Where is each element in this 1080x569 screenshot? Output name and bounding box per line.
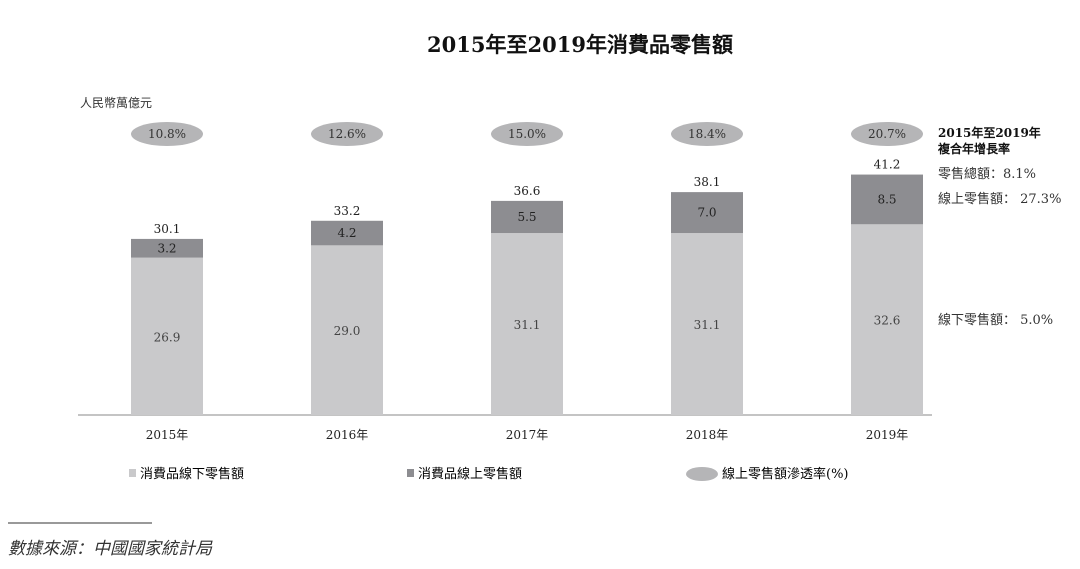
penetration-ellipse bbox=[491, 122, 563, 146]
data-label-offline: 29.0 bbox=[334, 324, 361, 338]
data-label-total: 41.2 bbox=[874, 158, 901, 172]
legend-swatch-penetration bbox=[686, 467, 718, 481]
data-label-offline: 32.6 bbox=[874, 314, 901, 328]
data-label-online: 5.5 bbox=[517, 210, 536, 224]
legend-penetration: 線上零售額滲透率(%) bbox=[722, 466, 849, 482]
y-axis-label: 人民幣萬億元 bbox=[80, 96, 152, 110]
penetration-ellipse bbox=[311, 122, 383, 146]
penetration-label: 18.4% bbox=[688, 127, 726, 141]
bar-offline bbox=[131, 257, 203, 415]
x-tick-label: 2016年 bbox=[326, 428, 369, 442]
penetration-ellipse bbox=[671, 122, 743, 146]
data-label-total: 36.6 bbox=[514, 184, 541, 198]
cagr-title-2: 複合年增長率 bbox=[937, 141, 1010, 156]
data-label-offline: 26.9 bbox=[154, 330, 181, 344]
data-label-online: 4.2 bbox=[337, 226, 356, 240]
penetration-ellipse bbox=[131, 122, 203, 146]
bar-offline bbox=[491, 233, 563, 415]
cagr-title-1: 2015年至2019年 bbox=[938, 125, 1041, 140]
legend-swatch-online bbox=[407, 469, 414, 477]
bar-online bbox=[311, 220, 383, 246]
data-label-online: 3.2 bbox=[157, 241, 176, 255]
bar-offline bbox=[311, 245, 383, 415]
cagr-online: 線上零售額： 27.3% bbox=[938, 191, 1061, 207]
penetration-label: 20.7% bbox=[868, 127, 906, 141]
data-label-offline: 31.1 bbox=[694, 318, 721, 332]
penetration-label: 12.6% bbox=[328, 127, 366, 141]
data-label-total: 38.1 bbox=[694, 175, 721, 189]
legend-swatch-offline bbox=[129, 469, 136, 477]
bar-online bbox=[851, 174, 923, 225]
x-tick-label: 2015年 bbox=[146, 428, 189, 442]
penetration-label: 10.8% bbox=[148, 127, 186, 141]
x-tick-label: 2017年 bbox=[506, 428, 549, 442]
cagr-total: 零售總額：8.1% bbox=[938, 166, 1036, 182]
penetration-label: 15.0% bbox=[508, 127, 546, 141]
penetration-ellipse bbox=[851, 122, 923, 146]
source-note: 數據來源：中國國家統計局 bbox=[8, 539, 213, 559]
x-tick-label: 2019年 bbox=[866, 428, 909, 442]
data-label-total: 33.2 bbox=[334, 204, 361, 218]
data-label-offline: 31.1 bbox=[514, 318, 541, 332]
cagr-offline: 線下零售額： 5.0% bbox=[938, 312, 1053, 328]
data-label-online: 8.5 bbox=[877, 192, 896, 206]
x-tick-label: 2018年 bbox=[686, 428, 729, 442]
data-label-online: 7.0 bbox=[697, 206, 716, 220]
bar-online bbox=[671, 192, 743, 234]
legend-online: 消費品線上零售額 bbox=[418, 466, 522, 482]
legend-offline: 消費品線下零售額 bbox=[140, 466, 244, 482]
bar-online bbox=[131, 238, 203, 258]
bar-offline bbox=[671, 233, 743, 415]
bar-online bbox=[491, 200, 563, 234]
bar-offline bbox=[851, 224, 923, 415]
chart-title: 2015年至2019年消費品零售額 bbox=[427, 32, 733, 57]
data-label-total: 30.1 bbox=[154, 222, 181, 236]
